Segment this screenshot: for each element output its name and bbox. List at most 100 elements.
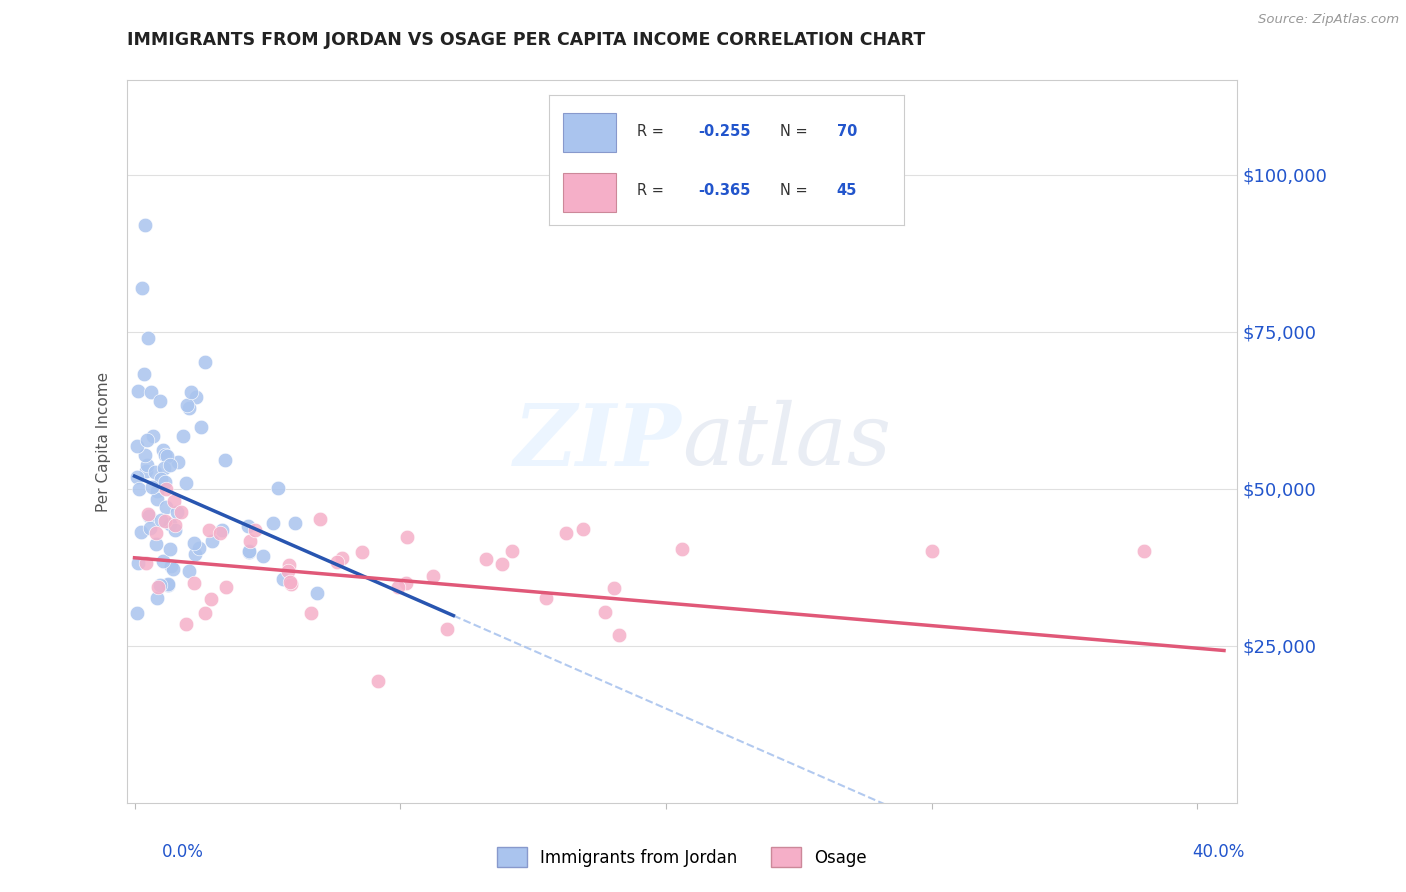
Point <box>243 524 266 538</box>
Text: Source: ZipAtlas.com: Source: ZipAtlas.com <box>1258 13 1399 27</box>
Point <box>139 521 162 535</box>
Point <box>166 505 188 519</box>
Point <box>138 508 160 523</box>
Point <box>141 429 163 443</box>
Point <box>278 574 301 589</box>
Point <box>136 458 159 473</box>
Point <box>156 449 179 463</box>
Legend: Immigrants from Jordan, Osage: Immigrants from Jordan, Osage <box>491 840 873 874</box>
Point <box>1133 544 1156 558</box>
Point <box>153 460 176 475</box>
Y-axis label: Per Capita Income: Per Capita Income <box>96 371 111 512</box>
Point <box>554 526 576 541</box>
Text: ZIP: ZIP <box>515 400 682 483</box>
Point <box>603 581 626 595</box>
Point <box>155 500 177 514</box>
Point <box>214 453 236 467</box>
Point <box>165 523 187 537</box>
Point <box>422 569 444 583</box>
Point <box>131 525 153 540</box>
Point <box>436 622 458 636</box>
Point <box>395 575 418 590</box>
Point <box>198 523 221 537</box>
Point <box>671 542 693 557</box>
Point <box>152 443 174 458</box>
Point <box>159 517 181 532</box>
Point <box>208 526 231 541</box>
Point <box>211 523 233 537</box>
Point <box>156 577 179 591</box>
Point <box>159 541 181 556</box>
Point <box>135 556 157 570</box>
Point <box>174 476 197 491</box>
Point <box>176 399 198 413</box>
Point <box>252 549 274 564</box>
Point <box>150 472 173 486</box>
Point <box>190 420 212 434</box>
Point <box>325 555 347 569</box>
Point <box>332 551 354 566</box>
Point <box>277 565 299 579</box>
Point <box>215 580 238 594</box>
Point <box>127 606 149 620</box>
Point <box>134 218 156 232</box>
Point <box>146 580 169 594</box>
Point <box>193 355 215 369</box>
Point <box>183 536 205 550</box>
Point <box>184 390 207 404</box>
Point <box>136 507 159 521</box>
Point <box>163 518 186 533</box>
Point <box>177 401 200 416</box>
Point <box>491 557 513 571</box>
Point <box>179 564 201 578</box>
Point <box>132 367 155 381</box>
Point <box>136 433 159 447</box>
Point <box>143 465 166 479</box>
Point <box>127 556 149 570</box>
Point <box>278 558 301 573</box>
Point <box>238 545 260 559</box>
Point <box>273 572 295 586</box>
Point <box>305 586 328 600</box>
Point <box>534 591 557 605</box>
Point <box>183 576 205 591</box>
Point <box>184 547 207 561</box>
Point <box>308 512 330 526</box>
Point <box>134 449 156 463</box>
Point <box>180 385 202 400</box>
Point <box>153 475 176 489</box>
Point <box>145 591 167 605</box>
Point <box>236 519 259 533</box>
Point <box>280 576 302 591</box>
Point <box>167 455 190 469</box>
Point <box>284 516 307 530</box>
Point <box>174 617 197 632</box>
Point <box>146 483 169 498</box>
Point <box>239 534 262 549</box>
Point <box>201 534 224 549</box>
Point <box>160 558 183 573</box>
Point <box>146 491 169 506</box>
Point <box>172 429 194 443</box>
Point <box>593 605 616 619</box>
Text: 40.0%: 40.0% <box>1192 843 1244 861</box>
Point <box>155 514 177 528</box>
Point <box>162 562 184 576</box>
Text: atlas: atlas <box>682 401 891 483</box>
Point <box>350 545 373 559</box>
Point <box>921 544 943 558</box>
Point <box>299 606 322 620</box>
Point <box>267 481 290 495</box>
Point <box>145 525 167 540</box>
Point <box>262 516 284 530</box>
Point <box>571 522 593 536</box>
Point <box>127 384 149 398</box>
Point <box>131 280 153 294</box>
Point <box>135 464 157 478</box>
Point <box>501 543 523 558</box>
Text: IMMIGRANTS FROM JORDAN VS OSAGE PER CAPITA INCOME CORRELATION CHART: IMMIGRANTS FROM JORDAN VS OSAGE PER CAPI… <box>127 31 925 49</box>
Point <box>395 530 418 544</box>
Point <box>200 591 222 606</box>
Point <box>475 551 498 566</box>
Point <box>156 578 179 592</box>
